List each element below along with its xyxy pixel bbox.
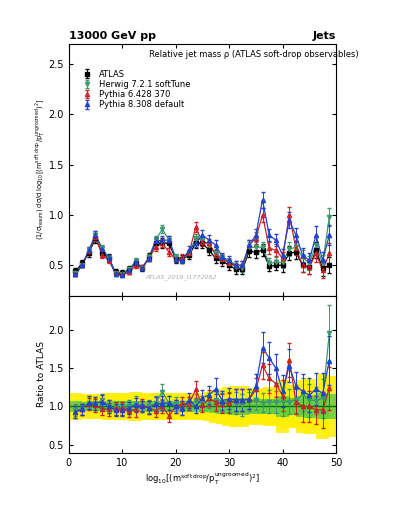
Legend: ATLAS, Herwig 7.2.1 softTune, Pythia 6.428 370, Pythia 8.308 default: ATLAS, Herwig 7.2.1 softTune, Pythia 6.4… [78, 68, 192, 111]
Text: Relative jet mass ρ (ATLAS soft-drop observables): Relative jet mass ρ (ATLAS soft-drop obs… [149, 50, 358, 59]
X-axis label: log$_{10}$[(m$^{\mathrm{soft\,drop}}$/p$_\mathrm{T}^{\mathrm{ungroomed}}$)$^2$]: log$_{10}$[(m$^{\mathrm{soft\,drop}}$/p$… [145, 471, 260, 487]
Y-axis label: Ratio to ATLAS: Ratio to ATLAS [37, 342, 46, 408]
Text: 13000 GeV pp: 13000 GeV pp [69, 31, 156, 41]
Text: ATLAS_2019_I1772062: ATLAS_2019_I1772062 [145, 275, 217, 281]
Y-axis label: (1/σ$_{\mathrm{resum}}$) dσ/d log$_{10}$[(m$^{\mathrm{soft\,drop}}$/p$_T^{\mathr: (1/σ$_{\mathrm{resum}}$) dσ/d log$_{10}$… [33, 99, 47, 240]
Text: Jets: Jets [313, 31, 336, 41]
